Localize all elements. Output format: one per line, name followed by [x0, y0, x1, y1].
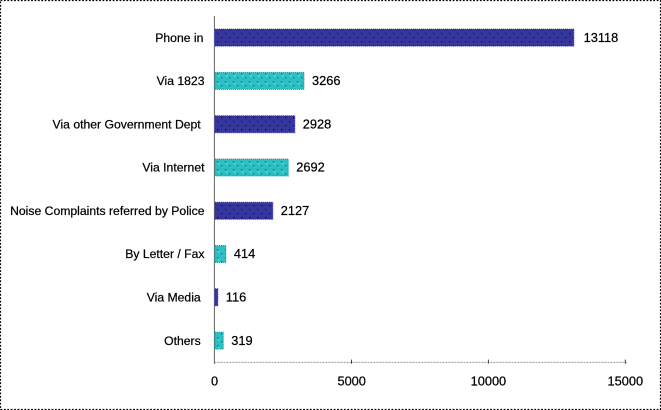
svg-text:10000: 10000: [471, 374, 507, 389]
svg-text:319: 319: [231, 333, 252, 348]
svg-text:116: 116: [226, 290, 246, 305]
svg-text:2127: 2127: [281, 203, 309, 218]
svg-text:Via 1823: Via 1823: [157, 74, 205, 88]
svg-text:Noise Complaints referred by P: Noise Complaints referred by Police: [10, 204, 205, 218]
svg-text:Via Internet: Via Internet: [142, 161, 205, 175]
svg-text:2692: 2692: [296, 160, 324, 175]
svg-text:Via Media: Via Media: [147, 291, 201, 305]
svg-text:13118: 13118: [584, 30, 619, 45]
svg-text:5000: 5000: [337, 374, 365, 389]
svg-text:Phone in: Phone in: [155, 31, 203, 45]
svg-text:3266: 3266: [312, 73, 340, 88]
svg-text:0: 0: [211, 374, 218, 389]
svg-text:Others: Others: [164, 334, 201, 348]
svg-text:2928: 2928: [303, 116, 331, 131]
svg-text:15000: 15000: [608, 374, 644, 389]
svg-text:Via other Government Dept: Via other Government Dept: [53, 117, 202, 131]
svg-text:414: 414: [234, 246, 255, 261]
svg-text:By Letter / Fax: By Letter / Fax: [125, 247, 204, 261]
